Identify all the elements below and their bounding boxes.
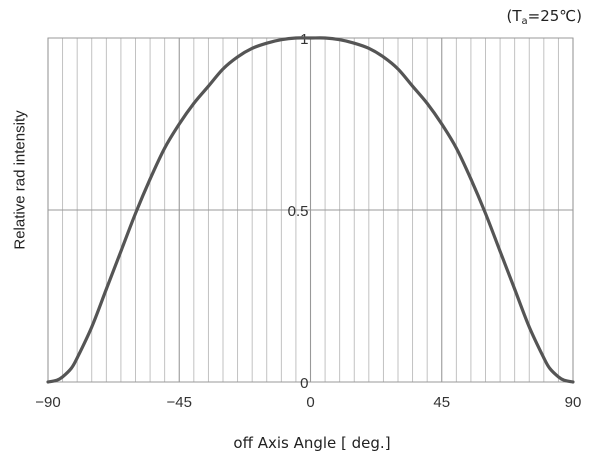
x-tick-label: −45	[167, 394, 192, 411]
y-tick-label: 0	[300, 375, 308, 392]
x-tick-label: −90	[35, 394, 60, 411]
condition-label: (Ta=25℃)	[506, 7, 582, 27]
x-tick-labels: −90 −45 0 45 90	[35, 394, 581, 411]
y-tick-labels: 00.51	[288, 31, 309, 392]
intensity-curve	[46, 36, 575, 384]
grid-lines	[47, 37, 574, 383]
x-tick-label: 90	[565, 394, 582, 411]
y-axis-label: Relative rad intensity	[11, 110, 29, 250]
x-axis-label: off Axis Angle [ deg.]	[233, 434, 391, 452]
x-tick-label: 0	[306, 394, 314, 411]
y-tick-label: 0.5	[288, 203, 309, 220]
x-tick-label: 45	[433, 394, 450, 411]
